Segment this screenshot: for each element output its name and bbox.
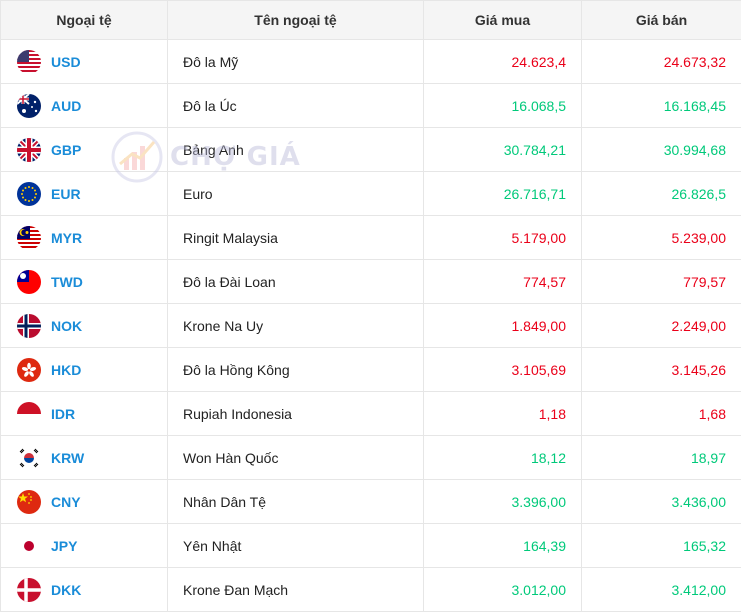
sell-price: 165,32 — [582, 524, 741, 568]
sell-price: 18,97 — [582, 436, 741, 480]
currency-name: Krone Đan Mạch — [168, 568, 424, 612]
my-flag-icon — [17, 226, 41, 250]
sell-price: 5.239,00 — [582, 216, 741, 260]
currency-code-link[interactable]: CNY — [51, 494, 81, 510]
buy-price: 164,39 — [424, 524, 582, 568]
tw-flag-icon — [17, 270, 41, 294]
currency-name: Đô la Hồng Kông — [168, 348, 424, 392]
currency-cell: JPY — [1, 524, 168, 568]
currency-name: Bảng Anh — [168, 128, 424, 172]
buy-price: 3.396,00 — [424, 480, 582, 524]
table-header: Ngoại tệ Tên ngoại tệ Giá mua Giá bán — [1, 1, 741, 40]
table-row: AUD Đô la Úc 16.068,5 16.168,45 — [1, 84, 741, 128]
buy-price: 1,18 — [424, 392, 582, 436]
sell-price: 30.994,68 — [582, 128, 741, 172]
table-row: TWD Đô la Đài Loan 774,57 779,57 — [1, 260, 741, 304]
currency-code-link[interactable]: JPY — [51, 538, 77, 554]
header-buy-price: Giá mua — [424, 1, 582, 40]
currency-cell: EUR — [1, 172, 168, 216]
currency-name: Đô la Mỹ — [168, 40, 424, 84]
table-row: DKK Krone Đan Mạch 3.012,00 3.412,00 — [1, 568, 741, 612]
currency-name: Rupiah Indonesia — [168, 392, 424, 436]
sell-price: 3.145,26 — [582, 348, 741, 392]
header-sell-price: Giá bán — [582, 1, 741, 40]
table-row: CNY Nhân Dân Tệ 3.396,00 3.436,00 — [1, 480, 741, 524]
eu-flag-icon — [17, 182, 41, 206]
buy-price: 774,57 — [424, 260, 582, 304]
buy-price: 26.716,71 — [424, 172, 582, 216]
sell-price: 1,68 — [582, 392, 741, 436]
currency-code-link[interactable]: MYR — [51, 230, 82, 246]
currency-code-link[interactable]: HKD — [51, 362, 81, 378]
currency-code-link[interactable]: GBP — [51, 142, 81, 158]
currency-cell: MYR — [1, 216, 168, 260]
buy-price: 24.623,4 — [424, 40, 582, 84]
sell-price: 26.826,5 — [582, 172, 741, 216]
currency-cell: TWD — [1, 260, 168, 304]
hk-flag-icon — [17, 358, 41, 382]
currency-code-link[interactable]: KRW — [51, 450, 84, 466]
sell-price: 16.168,45 — [582, 84, 741, 128]
currency-name: Krone Na Uy — [168, 304, 424, 348]
buy-price: 1.849,00 — [424, 304, 582, 348]
currency-cell: HKD — [1, 348, 168, 392]
currency-code-link[interactable]: TWD — [51, 274, 83, 290]
id-flag-icon — [17, 402, 41, 426]
table-row: NOK Krone Na Uy 1.849,00 2.249,00 — [1, 304, 741, 348]
currency-name: Won Hàn Quốc — [168, 436, 424, 480]
currency-cell: CNY — [1, 480, 168, 524]
currency-name: Ringit Malaysia — [168, 216, 424, 260]
jp-flag-icon — [17, 534, 41, 558]
sell-price: 2.249,00 — [582, 304, 741, 348]
currency-cell: GBP — [1, 128, 168, 172]
currency-name: Yên Nhật — [168, 524, 424, 568]
gb-flag-icon — [17, 138, 41, 162]
table-row: KRW Won Hàn Quốc 18,12 18,97 — [1, 436, 741, 480]
currency-code-link[interactable]: EUR — [51, 186, 81, 202]
currency-code-link[interactable]: DKK — [51, 582, 81, 598]
kr-flag-icon — [17, 446, 41, 470]
table-row: USD Đô la Mỹ 24.623,4 24.673,32 — [1, 40, 741, 84]
currency-code-link[interactable]: USD — [51, 54, 81, 70]
currency-code-link[interactable]: NOK — [51, 318, 82, 334]
table-row: MYR Ringit Malaysia 5.179,00 5.239,00 — [1, 216, 741, 260]
currency-cell: KRW — [1, 436, 168, 480]
currency-cell: DKK — [1, 568, 168, 612]
currency-cell: IDR — [1, 392, 168, 436]
table-row: EUR Euro 26.716,71 26.826,5 — [1, 172, 741, 216]
currency-cell: AUD — [1, 84, 168, 128]
sell-price: 3.436,00 — [582, 480, 741, 524]
header-row: Ngoại tệ Tên ngoại tệ Giá mua Giá bán — [1, 1, 741, 40]
table-row: IDR Rupiah Indonesia 1,18 1,68 — [1, 392, 741, 436]
buy-price: 16.068,5 — [424, 84, 582, 128]
currency-code-link[interactable]: IDR — [51, 406, 75, 422]
table-row: GBP Bảng Anh 30.784,21 30.994,68 — [1, 128, 741, 172]
currency-code-link[interactable]: AUD — [51, 98, 81, 114]
currency-name: Đô la Đài Loan — [168, 260, 424, 304]
currency-name: Euro — [168, 172, 424, 216]
table-row: HKD Đô la Hồng Kông 3.105,69 3.145,26 — [1, 348, 741, 392]
sell-price: 779,57 — [582, 260, 741, 304]
no-flag-icon — [17, 314, 41, 338]
buy-price: 30.784,21 — [424, 128, 582, 172]
currency-name: Đô la Úc — [168, 84, 424, 128]
buy-price: 3.012,00 — [424, 568, 582, 612]
table-body: USD Đô la Mỹ 24.623,4 24.673,32 AUD Đô l… — [1, 40, 741, 612]
currency-cell: USD — [1, 40, 168, 84]
us-flag-icon — [17, 50, 41, 74]
buy-price: 18,12 — [424, 436, 582, 480]
buy-price: 3.105,69 — [424, 348, 582, 392]
currency-cell: NOK — [1, 304, 168, 348]
au-flag-icon — [17, 94, 41, 118]
dk-flag-icon — [17, 578, 41, 602]
sell-price: 3.412,00 — [582, 568, 741, 612]
header-currency: Ngoại tệ — [1, 1, 168, 40]
table-row: JPY Yên Nhật 164,39 165,32 — [1, 524, 741, 568]
header-currency-name: Tên ngoại tệ — [168, 1, 424, 40]
currency-name: Nhân Dân Tệ — [168, 480, 424, 524]
cn-flag-icon — [17, 490, 41, 514]
sell-price: 24.673,32 — [582, 40, 741, 84]
buy-price: 5.179,00 — [424, 216, 582, 260]
